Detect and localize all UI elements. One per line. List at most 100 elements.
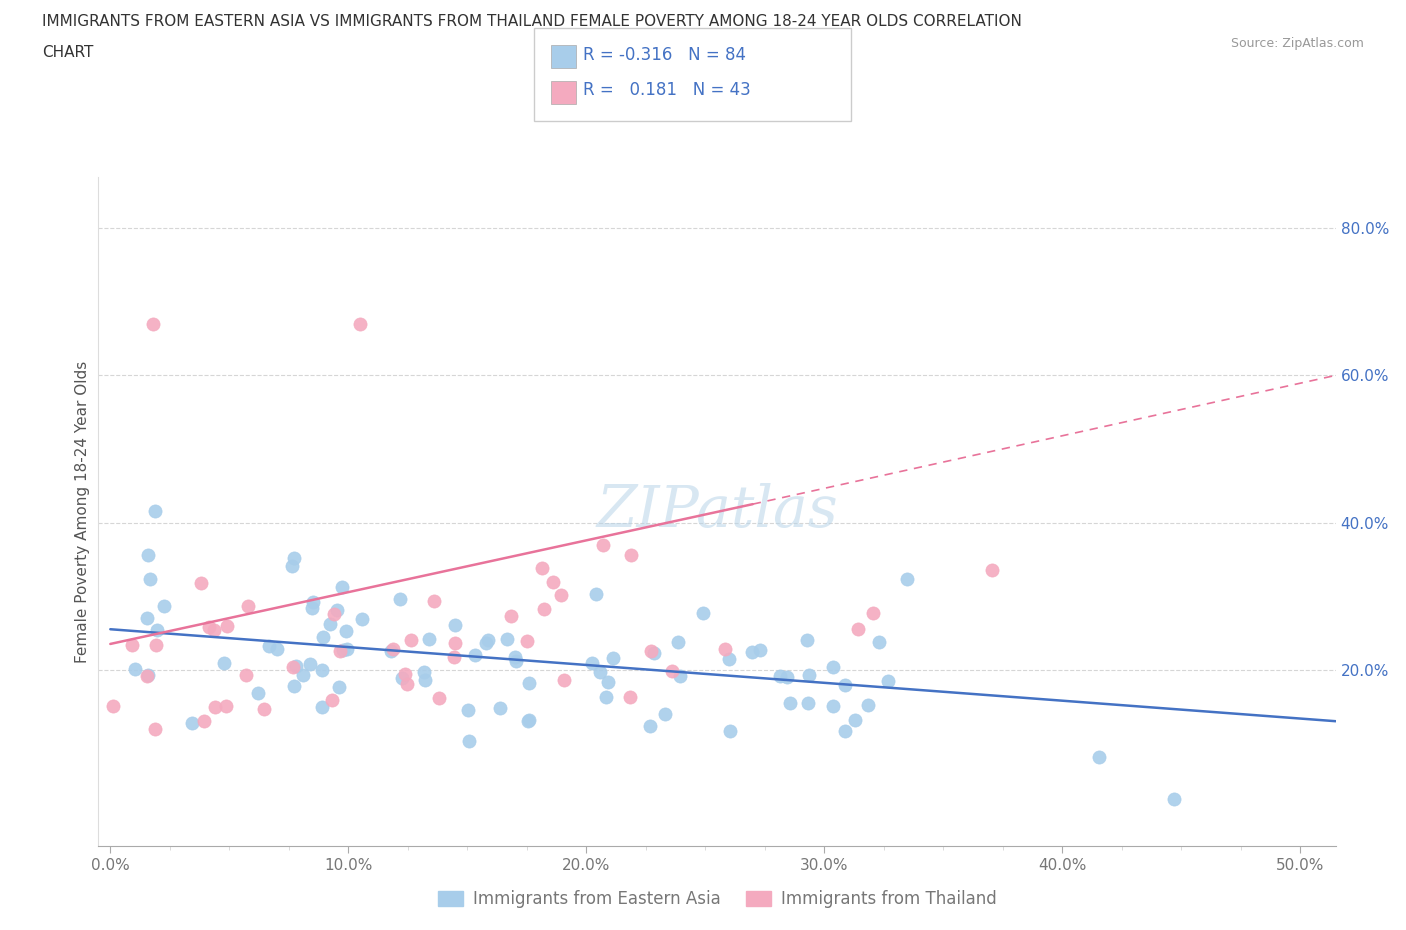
Point [301, 601, 323, 616]
Text: R =   0.181   N = 43: R = 0.181 N = 43 [583, 81, 751, 99]
Point [329, 644, 352, 658]
Point [464, 648, 486, 663]
Point [328, 680, 350, 695]
Point [180, 715, 202, 730]
Point [640, 644, 662, 658]
Point [823, 659, 845, 674]
Point [326, 603, 349, 618]
Point [204, 699, 226, 714]
Point [143, 504, 166, 519]
Point [135, 610, 157, 625]
Point [283, 679, 305, 694]
Point [215, 698, 238, 713]
Point [517, 675, 540, 690]
Point [389, 591, 412, 606]
Point [350, 612, 373, 627]
Point [319, 617, 342, 631]
Point [668, 669, 690, 684]
Point [311, 630, 333, 644]
Point [291, 668, 314, 683]
Point [640, 719, 662, 734]
Point [299, 657, 322, 671]
Point [311, 699, 333, 714]
Point [598, 674, 620, 689]
Point [666, 634, 689, 649]
Point [457, 734, 479, 749]
Point [332, 643, 354, 658]
Point [349, 316, 371, 331]
Point [247, 686, 270, 701]
Point [396, 677, 419, 692]
Point [143, 722, 166, 737]
Point [796, 632, 818, 647]
Point [620, 548, 643, 563]
Point [124, 661, 146, 676]
Point [779, 696, 801, 711]
Point [235, 668, 257, 683]
Point [896, 571, 918, 586]
Point [619, 689, 641, 704]
Point [336, 642, 359, 657]
Point [741, 644, 763, 659]
Point [589, 665, 612, 680]
Point [301, 594, 323, 609]
Point [394, 667, 416, 682]
Point [399, 632, 422, 647]
Point [281, 659, 304, 674]
Point [714, 642, 737, 657]
Point [146, 623, 169, 638]
Point [380, 644, 402, 658]
Point [834, 677, 856, 692]
Point [253, 701, 276, 716]
Point [862, 605, 884, 620]
Point [834, 724, 856, 738]
Legend: Immigrants from Eastern Asia, Immigrants from Thailand: Immigrants from Eastern Asia, Immigrants… [432, 884, 1002, 915]
Point [153, 599, 176, 614]
Point [477, 632, 499, 647]
Point [322, 606, 344, 621]
Point [193, 713, 215, 728]
Point [592, 538, 614, 552]
Point [581, 656, 603, 671]
Point [868, 635, 890, 650]
Point [311, 662, 333, 677]
Point [145, 638, 167, 653]
Point [135, 669, 157, 684]
Point [382, 642, 405, 657]
Point [797, 695, 820, 710]
Point [585, 587, 607, 602]
Point [190, 576, 212, 591]
Point [280, 558, 302, 573]
Point [136, 668, 159, 683]
Point [718, 724, 741, 738]
Point [550, 588, 572, 603]
Point [643, 645, 665, 660]
Point [516, 634, 538, 649]
Point [283, 551, 305, 565]
Point [321, 693, 343, 708]
Point [412, 664, 434, 679]
Point [776, 670, 799, 684]
Point [821, 698, 844, 713]
Point [443, 618, 465, 632]
Point [285, 658, 308, 673]
Point [142, 316, 165, 331]
Point [541, 575, 564, 590]
Point [444, 635, 467, 650]
Point [595, 689, 617, 704]
Point [533, 601, 555, 616]
Text: R = -0.316   N = 84: R = -0.316 N = 84 [583, 46, 747, 64]
Point [846, 621, 869, 636]
Point [139, 572, 162, 587]
Point [427, 691, 450, 706]
Point [496, 631, 519, 646]
Point [418, 631, 440, 646]
Point [797, 668, 820, 683]
Point [474, 636, 496, 651]
Point [138, 547, 160, 562]
Point [489, 701, 512, 716]
Point [413, 672, 436, 687]
Point [330, 579, 353, 594]
Point [553, 672, 575, 687]
Point [517, 713, 540, 728]
